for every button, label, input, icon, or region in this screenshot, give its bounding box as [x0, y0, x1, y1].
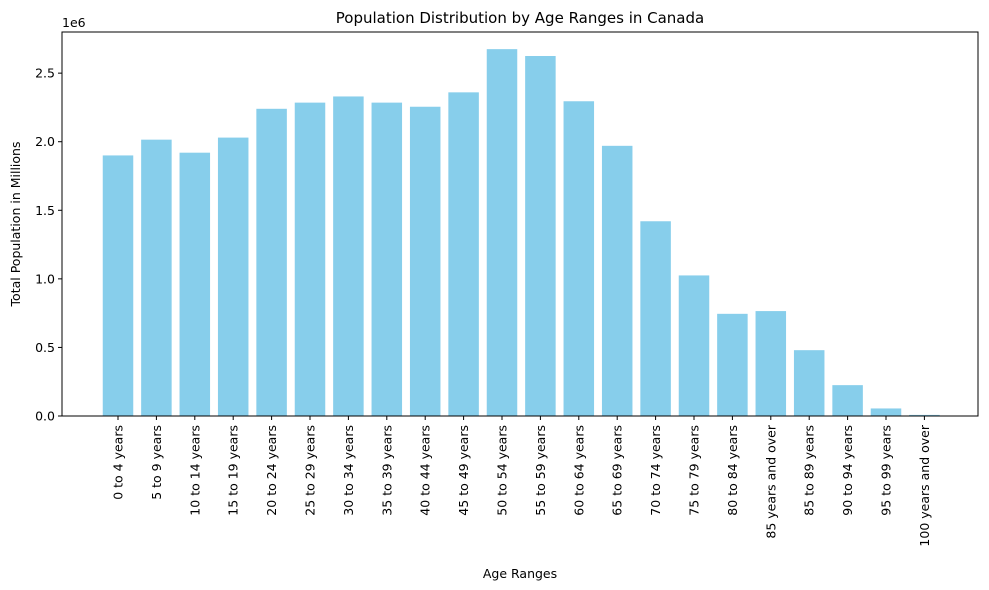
bar-10: [486, 49, 518, 417]
x-tick-label-18: 85 to 89 years: [802, 425, 817, 516]
x-tick-label-2: 10 to 14 years: [187, 425, 202, 516]
x-tick-label-20: 95 to 99 years: [879, 425, 894, 516]
x-tick-label-21: 100 years and over: [917, 424, 932, 546]
bar-4: [256, 108, 287, 417]
bar-21: [909, 414, 940, 416]
x-tick-label-7: 35 to 39 years: [379, 425, 394, 516]
x-tick-label-0: 0 to 4 years: [111, 425, 126, 500]
bar-5: [294, 102, 326, 416]
y-tick-label-1: 0.5: [35, 340, 55, 355]
bar-15: [678, 275, 710, 416]
bar-19: [832, 385, 863, 416]
bar-0: [102, 155, 134, 416]
bar-11: [525, 56, 556, 416]
bar-2: [179, 152, 211, 416]
x-tick-label-15: 75 to 79 years: [687, 425, 702, 516]
x-tick-label-16: 80 to 84 years: [725, 425, 740, 516]
bar-7: [371, 102, 403, 416]
bar-1: [141, 139, 172, 416]
bar-12: [563, 101, 595, 416]
x-tick-label-10: 50 to 54 years: [495, 425, 510, 516]
bar-14: [640, 221, 671, 416]
x-tick-label-14: 70 to 74 years: [648, 425, 663, 516]
bar-3: [217, 137, 249, 416]
x-tick-label-13: 65 to 69 years: [610, 425, 625, 516]
x-tick-label-8: 40 to 44 years: [418, 425, 433, 516]
x-tick-label-11: 55 to 59 years: [533, 425, 548, 516]
bar-18: [793, 350, 825, 416]
chart-title: Population Distribution by Age Ranges in…: [336, 9, 704, 27]
y-tick-label-3: 1.5: [35, 203, 55, 218]
y-tick-label-4: 2.0: [35, 134, 55, 149]
x-tick-label-12: 60 to 64 years: [571, 425, 586, 516]
y-tick-label-0: 0.0: [35, 409, 55, 424]
y-axis-offset-label: 1e6: [62, 15, 86, 30]
bar-20: [870, 408, 902, 416]
x-tick-label-9: 45 to 49 years: [456, 425, 471, 516]
x-tick-label-19: 90 to 94 years: [840, 425, 855, 516]
x-tick-label-3: 15 to 19 years: [226, 425, 241, 516]
x-tick-label-4: 20 to 24 years: [264, 425, 279, 516]
x-tick-label-17: 85 years and over: [763, 424, 778, 538]
bar-6: [333, 96, 364, 416]
y-tick-label-2: 1.0: [35, 271, 55, 286]
bar-13: [601, 145, 633, 417]
bar-9: [448, 92, 479, 416]
bar-17: [755, 311, 787, 416]
x-tick-label-1: 5 to 9 years: [149, 425, 164, 500]
bar-16: [717, 313, 748, 416]
x-tick-label-6: 30 to 34 years: [341, 425, 356, 516]
y-axis-label: Total Population in Millions: [8, 142, 23, 308]
bars-group: [102, 49, 940, 417]
plot-frame: [61, 31, 979, 417]
x-axis-label: Age Ranges: [483, 566, 557, 581]
x-tick-label-5: 25 to 29 years: [303, 425, 318, 516]
y-axis: 0.0 0.5 1.0 1.5 2.0 2.5: [35, 66, 62, 424]
bar-8: [409, 106, 441, 416]
x-axis: 0 to 4 years 5 to 9 years 10 to 14 years 15…: [111, 416, 932, 547]
y-tick-label-5: 2.5: [35, 66, 55, 81]
